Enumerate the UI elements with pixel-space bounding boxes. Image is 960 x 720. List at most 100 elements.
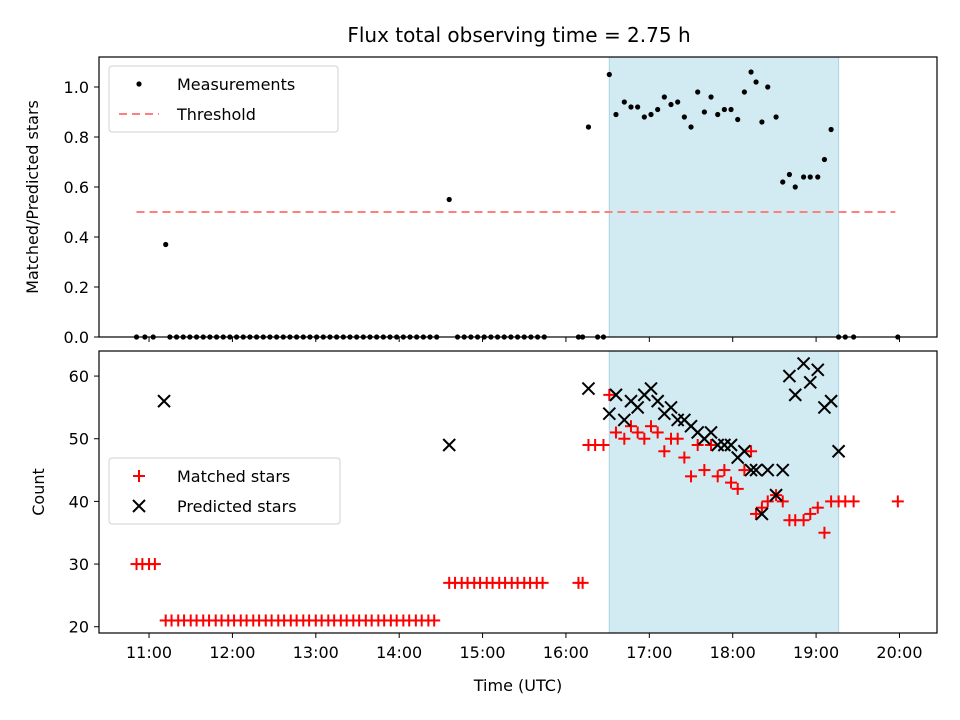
top-y-tick-label: 0.8	[64, 128, 89, 147]
measurement-point	[792, 184, 798, 190]
matched-star-point	[725, 476, 738, 489]
predicted-star-point	[650, 394, 665, 408]
matched-star-point	[705, 439, 718, 451]
bottom-y-ticks: 20 30 40 50 60	[69, 367, 99, 637]
measurement-point	[807, 174, 813, 180]
predicted-star-point	[776, 463, 790, 477]
top-y-tick-label: 0.2	[64, 278, 89, 297]
matched-star-point	[631, 426, 644, 439]
matched-star-point	[804, 507, 817, 520]
measurement-point	[681, 114, 687, 120]
predicted-star-point	[788, 388, 802, 402]
measurement-point	[613, 111, 619, 118]
matched-star-point	[651, 426, 664, 439]
measurement-point	[635, 104, 641, 110]
measurement-point	[800, 174, 807, 180]
x-tick-label: 17:00	[626, 643, 672, 662]
predicted-star-point	[769, 488, 783, 502]
x-tick-label: 14:00	[376, 643, 422, 662]
predicted-star-point	[644, 381, 658, 396]
predicted-star-point	[664, 400, 678, 415]
measurement-point	[641, 114, 647, 120]
matched-star-point	[847, 495, 860, 508]
matched-star-point	[658, 445, 671, 458]
measurement-point	[585, 124, 592, 130]
matched-star-point	[731, 482, 744, 495]
predicted-star-point	[737, 444, 752, 458]
matched-star-point	[638, 432, 651, 445]
measurement-point	[695, 89, 701, 95]
measurement-point	[815, 174, 821, 180]
predicted-star-point	[749, 463, 763, 477]
predicted-star-point	[724, 438, 738, 452]
predicted-star-point	[581, 381, 596, 396]
measurement-point	[721, 106, 727, 113]
matched-star-point	[691, 439, 704, 451]
matched-star-point	[536, 576, 549, 589]
matched-star-points	[130, 388, 904, 627]
matched-star-point	[428, 614, 441, 627]
top-panel: 0.0 0.2 0.4 0.6 0.8 1.0 Matched/Predicted sta…	[23, 56, 938, 347]
predicted-star-point	[744, 463, 758, 477]
measurement-point	[606, 71, 612, 78]
bottom-y-tick-label: 20	[69, 618, 89, 637]
matched-star-point	[750, 507, 763, 520]
measurement-point	[753, 79, 759, 85]
top-y-axis-label: Matched/Predicted stars	[23, 100, 42, 294]
measurement-point	[821, 156, 828, 163]
bottom-y-tick-label: 50	[69, 430, 89, 449]
x-tick-label: 12:00	[209, 643, 255, 662]
predicted-star-point	[704, 425, 718, 440]
top-legend: Measurements Threshold	[108, 65, 339, 133]
predicted-star-point	[442, 438, 456, 452]
predicted-star-point	[609, 388, 623, 402]
predicted-star-point	[824, 394, 838, 408]
legend-matched-label: Matched stars	[177, 467, 290, 486]
matched-star-point	[745, 445, 758, 458]
measurement-point	[786, 171, 793, 178]
x-tick-label: 20:00	[876, 643, 922, 662]
predicted-star-point	[796, 356, 811, 371]
legend-measurements-label: Measurements	[177, 75, 295, 94]
matched-star-point	[671, 432, 684, 445]
measurement-point	[741, 89, 747, 95]
top-plot-frame	[98, 56, 938, 338]
matched-star-point	[711, 470, 724, 483]
top-shaded-region	[608, 56, 840, 338]
measurement-point	[655, 106, 661, 113]
matched-star-point	[148, 558, 161, 571]
top-x-ticks	[148, 337, 900, 342]
top-y-tick-label: 0.4	[64, 228, 89, 247]
matched-star-point	[811, 501, 824, 514]
measurement-point	[748, 69, 754, 75]
measurement-point	[675, 99, 681, 105]
predicted-star-point	[630, 400, 645, 415]
x-tick-label: 16:00	[543, 643, 589, 662]
bottom-y-tick-label: 60	[69, 367, 89, 386]
measurement-point	[446, 196, 452, 203]
matched-star-point	[644, 420, 657, 433]
legend-predicted-marker	[132, 499, 146, 513]
top-y-ticks: 0.0 0.2 0.4 0.6 0.8 1.0	[64, 78, 99, 347]
measurement-point	[668, 101, 674, 108]
matched-star-point	[738, 464, 751, 477]
chart-title: Flux total observing time = 2.75 h	[347, 23, 690, 47]
predicted-star-point	[602, 406, 617, 421]
legend-predicted-label: Predicted stars	[177, 497, 297, 516]
bottom-y-tick-label: 30	[69, 555, 89, 574]
measurement-point	[661, 94, 667, 100]
measurement-point	[688, 124, 694, 130]
measurement-point	[715, 111, 721, 118]
measurement-point	[735, 116, 741, 123]
measurement-point	[780, 179, 786, 185]
measurement-point	[648, 111, 654, 118]
predicted-star-point	[755, 507, 769, 521]
bottom-legend: Matched stars Predicted stars	[108, 457, 341, 525]
legend-measurements-marker	[136, 81, 142, 87]
bottom-legend-box	[108, 457, 341, 525]
predicted-star-point	[831, 444, 846, 458]
measurement-point	[621, 99, 627, 105]
measurement-point	[708, 94, 714, 100]
matched-star-point	[797, 514, 810, 527]
